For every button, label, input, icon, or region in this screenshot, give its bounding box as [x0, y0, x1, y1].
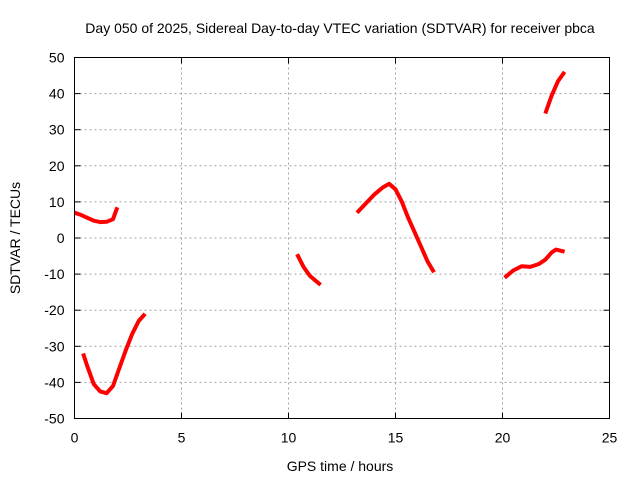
series-layer: [73, 70, 567, 396]
x-tick-label: 5: [178, 430, 186, 446]
y-tick-label: 50: [49, 50, 65, 66]
series-segment-2: [81, 312, 147, 396]
y-tick-label: 20: [49, 158, 65, 174]
y-tick-label: -10: [44, 266, 64, 282]
y-tick-label: 10: [49, 194, 65, 210]
x-axis-label: GPS time / hours: [287, 458, 394, 474]
x-tick-label: 0: [71, 430, 79, 446]
series-segment-6: [543, 70, 567, 115]
y-tick-label: -30: [44, 338, 64, 354]
ticks: 0 5 10 15 20 25 -50 -40 -30 -20 -10 0 10 20 30 40 50: [44, 50, 617, 446]
y-axis-label: SDTVAR / TECUs: [7, 182, 23, 294]
series-segment-4: [355, 181, 436, 274]
y-tick-label: 30: [49, 122, 65, 138]
y-tick-label: -40: [44, 374, 64, 390]
y-tick-label: 0: [57, 230, 65, 246]
y-tick-label: 40: [49, 86, 65, 102]
chart-title: Day 050 of 2025, Sidereal Day-to-day VTE…: [85, 20, 595, 36]
series-segment-1: [73, 206, 120, 225]
y-tick-label: -20: [44, 302, 64, 318]
series-segment-3: [295, 253, 322, 287]
series-segment-5: [503, 247, 566, 280]
x-tick-label: 10: [281, 430, 297, 446]
grid: [74, 57, 610, 419]
x-tick-label: 25: [602, 430, 618, 446]
y-tick-label: -50: [44, 411, 64, 427]
x-tick-label: 15: [388, 430, 404, 446]
x-tick-label: 20: [495, 430, 511, 446]
